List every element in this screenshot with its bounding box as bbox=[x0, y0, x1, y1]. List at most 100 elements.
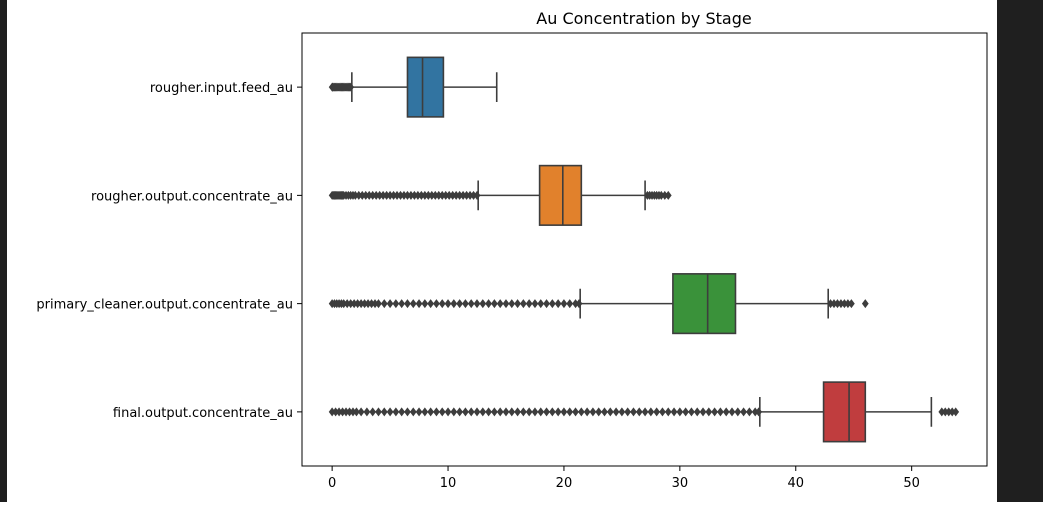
outlier-point bbox=[624, 407, 632, 417]
outlier-point bbox=[375, 407, 382, 417]
box-iqr bbox=[822, 381, 867, 443]
outlier-point bbox=[444, 407, 452, 417]
outlier-point bbox=[496, 407, 504, 417]
outlier-point bbox=[566, 407, 574, 417]
outlier-point bbox=[392, 407, 400, 417]
x-tick-label: 10 bbox=[440, 476, 457, 491]
outlier-point bbox=[560, 299, 568, 309]
outlier-point bbox=[363, 407, 371, 417]
outlier-point bbox=[514, 299, 521, 309]
box-iqr bbox=[672, 273, 737, 335]
outlier-point bbox=[606, 407, 614, 417]
chart-title: Au Concentration by Stage bbox=[536, 9, 751, 28]
outlier-point bbox=[473, 407, 481, 417]
box-iqr bbox=[538, 164, 583, 226]
outlier-point bbox=[659, 407, 666, 417]
outlier-point bbox=[462, 299, 469, 309]
outlier-point bbox=[444, 299, 452, 309]
outlier-point bbox=[566, 299, 574, 309]
outlier-point bbox=[473, 299, 481, 309]
outlier-point bbox=[575, 299, 583, 309]
box-iqr bbox=[406, 56, 445, 118]
outlier-point bbox=[755, 407, 763, 417]
x-tick-label: 0 bbox=[328, 476, 336, 491]
outlier-point bbox=[728, 407, 736, 417]
outlier-point bbox=[618, 407, 626, 417]
outlier-point bbox=[554, 407, 562, 417]
outlier-point bbox=[688, 407, 695, 417]
outlier-point bbox=[438, 299, 446, 309]
outlier-point bbox=[705, 407, 713, 417]
chart-area: Au Concentration by Stage 0 10 20 30 40 50 rou… bbox=[7, 0, 997, 502]
outlier-point bbox=[450, 407, 458, 417]
outlier-point bbox=[456, 407, 464, 417]
outlier-point bbox=[386, 299, 394, 309]
outlier-point bbox=[375, 299, 382, 309]
y-tick-label: rougher.output.concentrate_au bbox=[91, 189, 293, 204]
outlier-point bbox=[746, 407, 753, 417]
outlier-point bbox=[433, 407, 440, 417]
outlier-point bbox=[409, 407, 417, 417]
x-tick-label: 20 bbox=[556, 476, 573, 491]
outlier-point bbox=[641, 407, 649, 417]
outlier-point bbox=[409, 299, 417, 309]
outlier-point bbox=[514, 407, 521, 417]
outlier-point bbox=[508, 299, 516, 309]
outlier-point bbox=[589, 407, 597, 417]
outlier-point bbox=[722, 407, 730, 417]
outlier-point bbox=[572, 407, 579, 417]
outlier-point bbox=[612, 407, 620, 417]
outlier-point bbox=[353, 407, 360, 417]
y-tick-label: final.output.concentrate_au bbox=[113, 406, 293, 421]
outlier-point bbox=[456, 299, 464, 309]
y-tick-label: rougher.input.feed_au bbox=[150, 81, 293, 96]
outlier-point bbox=[693, 407, 701, 417]
outlier-point bbox=[543, 299, 550, 309]
outlier-point bbox=[415, 299, 423, 309]
outlier-point bbox=[357, 407, 365, 417]
plot-frame bbox=[301, 32, 988, 467]
outlier-point bbox=[467, 407, 475, 417]
window-frame-right bbox=[997, 0, 1043, 502]
outlier-point bbox=[635, 407, 643, 417]
outlier-point bbox=[734, 407, 742, 417]
outlier-point bbox=[676, 407, 684, 417]
x-tick-label: 50 bbox=[903, 476, 920, 491]
outlier-point bbox=[502, 299, 510, 309]
outlier-point bbox=[664, 407, 672, 417]
outlier-point bbox=[531, 299, 539, 309]
outlier-point bbox=[560, 407, 568, 417]
outlier-point bbox=[398, 299, 406, 309]
outlier-point bbox=[415, 407, 423, 417]
outlier-point bbox=[438, 407, 446, 417]
outlier-point bbox=[347, 82, 355, 92]
outlier-point bbox=[577, 407, 585, 417]
outlier-point bbox=[647, 407, 655, 417]
outlier-point bbox=[525, 299, 533, 309]
outlier-point bbox=[398, 407, 406, 417]
outlier-point bbox=[392, 299, 400, 309]
outlier-point bbox=[740, 407, 747, 417]
outlier-point bbox=[525, 407, 533, 417]
outlier-point bbox=[537, 407, 545, 417]
x-tick-label: 40 bbox=[787, 476, 804, 491]
outlier-point bbox=[508, 407, 516, 417]
outlier-point bbox=[711, 407, 718, 417]
outlier-point bbox=[380, 299, 388, 309]
window-frame-left bbox=[0, 0, 7, 502]
outlier-point bbox=[682, 407, 690, 417]
outlier-point bbox=[699, 407, 707, 417]
outlier-point bbox=[653, 407, 661, 417]
outlier-point bbox=[543, 407, 550, 417]
outlier-point bbox=[520, 407, 527, 417]
outlier-point bbox=[479, 407, 487, 417]
x-tick-label: 30 bbox=[672, 476, 689, 491]
outlier-point bbox=[670, 407, 678, 417]
y-tick-label: primary_cleaner.output.concentrate_au bbox=[36, 298, 293, 313]
outlier-point bbox=[595, 407, 603, 417]
outlier-point bbox=[548, 407, 556, 417]
outlier-point bbox=[496, 299, 504, 309]
outlier-point bbox=[467, 299, 475, 309]
outlier-point bbox=[427, 407, 435, 417]
outlier-point bbox=[404, 407, 411, 417]
